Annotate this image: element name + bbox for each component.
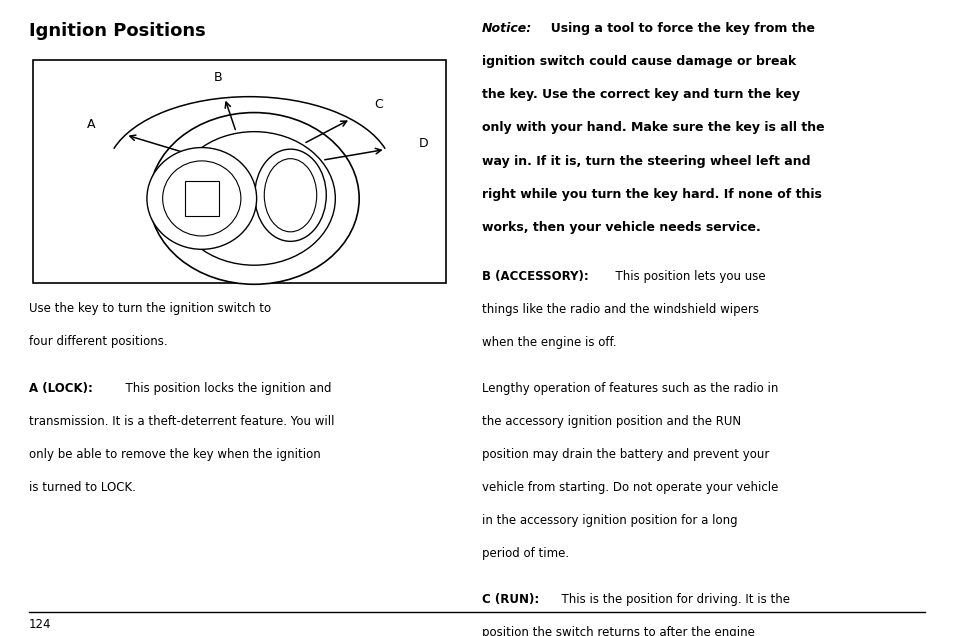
Text: B (ACCESSORY):: B (ACCESSORY): <box>481 270 588 282</box>
Text: is turned to LOCK.: is turned to LOCK. <box>29 481 135 494</box>
Text: A (LOCK):: A (LOCK): <box>29 382 92 394</box>
Ellipse shape <box>264 158 316 232</box>
Ellipse shape <box>149 113 358 284</box>
Text: position may drain the battery and prevent your: position may drain the battery and preve… <box>481 448 768 460</box>
Text: way in. If it is, turn the steering wheel left and: way in. If it is, turn the steering whee… <box>481 155 809 167</box>
Text: vehicle from starting. Do not operate your vehicle: vehicle from starting. Do not operate yo… <box>481 481 778 494</box>
Ellipse shape <box>173 132 335 265</box>
Text: only be able to remove the key when the ignition: only be able to remove the key when the … <box>29 448 320 460</box>
Text: D: D <box>418 137 428 149</box>
Text: C (RUN):: C (RUN): <box>481 593 538 605</box>
Text: This position locks the ignition and: This position locks the ignition and <box>118 382 332 394</box>
Text: ignition switch could cause damage or break: ignition switch could cause damage or br… <box>481 55 795 68</box>
Text: C: C <box>375 98 383 111</box>
Text: A: A <box>87 118 95 131</box>
Text: Use the key to turn the ignition switch to: Use the key to turn the ignition switch … <box>29 302 271 315</box>
Ellipse shape <box>162 161 240 236</box>
Text: Using a tool to force the key from the: Using a tool to force the key from the <box>541 22 814 35</box>
Ellipse shape <box>254 149 326 241</box>
FancyBboxPatch shape <box>33 60 446 283</box>
Text: only with your hand. Make sure the key is all the: only with your hand. Make sure the key i… <box>481 121 823 134</box>
Text: the accessory ignition position and the RUN: the accessory ignition position and the … <box>481 415 740 427</box>
Text: when the engine is off.: when the engine is off. <box>481 336 616 349</box>
Text: Lengthy operation of features such as the radio in: Lengthy operation of features such as th… <box>481 382 778 394</box>
Text: This is the position for driving. It is the: This is the position for driving. It is … <box>554 593 789 605</box>
Text: the key. Use the correct key and turn the key: the key. Use the correct key and turn th… <box>481 88 799 101</box>
Text: Notice:: Notice: <box>481 22 532 35</box>
Text: Ignition Positions: Ignition Positions <box>29 22 205 40</box>
Text: transmission. It is a theft-deterrent feature. You will: transmission. It is a theft-deterrent fe… <box>29 415 334 427</box>
FancyBboxPatch shape <box>185 181 219 216</box>
Text: This position lets you use: This position lets you use <box>607 270 764 282</box>
Text: in the accessory ignition position for a long: in the accessory ignition position for a… <box>481 514 737 527</box>
Text: position the switch returns to after the engine: position the switch returns to after the… <box>481 626 754 636</box>
Text: works, then your vehicle needs service.: works, then your vehicle needs service. <box>481 221 760 233</box>
Ellipse shape <box>147 148 256 249</box>
Text: right while you turn the key hard. If none of this: right while you turn the key hard. If no… <box>481 188 821 200</box>
Text: things like the radio and the windshield wipers: things like the radio and the windshield… <box>481 303 758 315</box>
Text: period of time.: period of time. <box>481 547 568 560</box>
Text: four different positions.: four different positions. <box>29 335 167 348</box>
Text: 124: 124 <box>29 618 51 631</box>
Text: B: B <box>213 71 222 85</box>
